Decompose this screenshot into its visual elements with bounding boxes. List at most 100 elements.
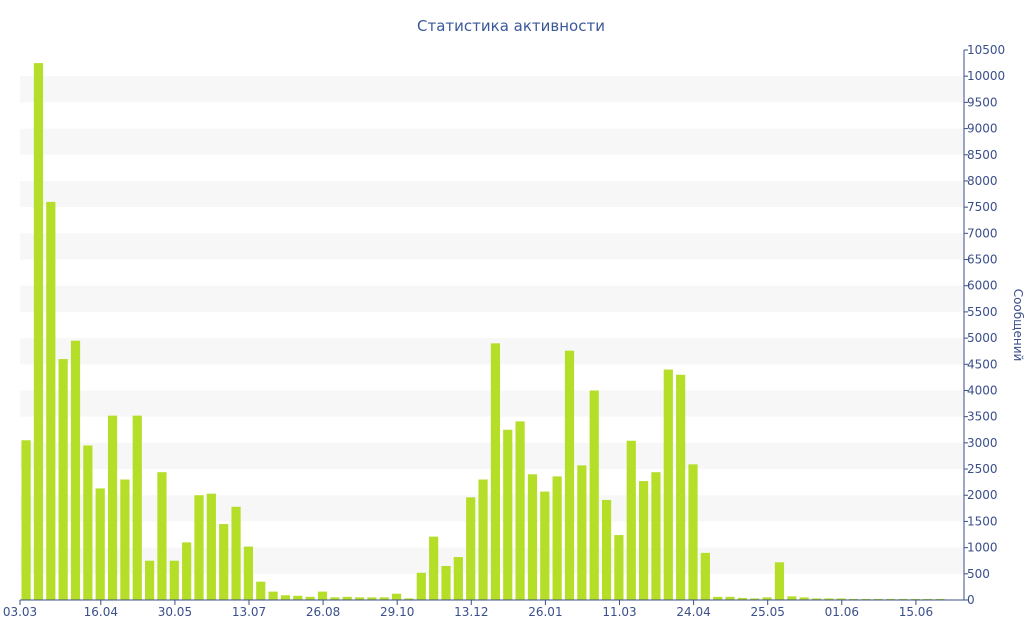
bar (787, 596, 797, 600)
y-tick-label: 5000 (967, 331, 998, 345)
grid-band (20, 180, 964, 208)
bar (219, 524, 229, 600)
y-tick-label: 10000 (967, 69, 1005, 83)
bar (515, 421, 525, 600)
y-tick-label: 8000 (967, 174, 998, 188)
bar (441, 565, 451, 600)
x-axis-ticks: 03.03 16.04 30.05 13.07 26.08 29.10 13.12 26.01… (3, 600, 933, 619)
bar (268, 591, 278, 600)
y-tick-label: 0 (967, 593, 975, 607)
bar (750, 598, 760, 600)
grid-band (20, 128, 964, 155)
y-tick-label: 10500 (967, 43, 1005, 57)
x-tick-label: 30.05 (158, 605, 192, 619)
y-tick-label: 3500 (967, 410, 998, 424)
bar (58, 359, 68, 600)
y-tick-label: 2000 (967, 488, 998, 502)
bar (293, 595, 303, 600)
x-tick-label: 15.06 (899, 605, 933, 619)
bar (404, 598, 414, 600)
y-tick-label: 4500 (967, 357, 998, 371)
bar (836, 598, 846, 600)
y-tick-label: 8500 (967, 148, 998, 162)
chart-title: Статистика активности (417, 17, 605, 35)
bar (676, 374, 686, 600)
bar (811, 598, 822, 600)
bar (923, 598, 933, 600)
bar (478, 479, 488, 600)
y-axis-label: Сообщений (1011, 289, 1024, 362)
bar (527, 474, 538, 600)
bar (46, 201, 56, 600)
bar (663, 369, 673, 600)
bar (824, 598, 834, 600)
bar (700, 552, 710, 600)
bar (577, 465, 587, 600)
x-tick-label: 16.04 (84, 605, 118, 619)
bar (21, 440, 31, 600)
bar (379, 597, 389, 600)
bar (107, 415, 118, 600)
bar (848, 598, 859, 600)
bar (429, 536, 439, 600)
grid-band (20, 233, 964, 260)
bar (157, 472, 167, 600)
x-tick-label: 03.03 (3, 605, 37, 619)
bar (342, 596, 352, 600)
y-axis-ticks: 0 500 1000 1500 2000 2500 3000 3500 4000 4500 5000… (964, 43, 1005, 607)
bar (737, 597, 747, 600)
x-tick-label: 01.06 (825, 605, 859, 619)
bar (564, 350, 575, 600)
x-tick-label: 24.04 (676, 605, 710, 619)
bar (206, 493, 216, 600)
bar (503, 429, 513, 600)
bar (725, 596, 735, 600)
x-tick-label: 13.07 (232, 605, 266, 619)
bar (354, 597, 365, 600)
bar (873, 598, 883, 600)
y-tick-label: 7500 (967, 200, 998, 214)
bar (392, 593, 402, 600)
x-tick-label: 25.05 (751, 605, 785, 619)
grid-band (20, 76, 964, 103)
y-tick-label: 7000 (967, 226, 998, 240)
x-tick-label: 13.12 (454, 605, 488, 619)
bar (898, 598, 908, 600)
y-tick-label: 6000 (967, 279, 998, 293)
y-tick-label: 5500 (967, 305, 998, 319)
y-tick-label: 6500 (967, 253, 998, 267)
bar (367, 597, 377, 600)
bar (589, 390, 599, 600)
grid-band (20, 285, 964, 312)
bar (330, 597, 340, 600)
bar (688, 464, 698, 600)
bar (256, 581, 266, 600)
bar (145, 560, 155, 600)
y-tick-label: 9000 (967, 122, 998, 136)
bar (169, 560, 179, 600)
y-tick-label: 500 (967, 567, 990, 581)
bar (910, 598, 920, 600)
bar (317, 591, 328, 600)
bar (416, 572, 426, 600)
bar (601, 499, 612, 600)
bar (182, 542, 192, 600)
bar (651, 472, 661, 600)
x-tick-label: 29.10 (380, 605, 414, 619)
bar (935, 598, 945, 600)
x-tick-label: 11.03 (602, 605, 636, 619)
bar (231, 506, 241, 600)
bar (552, 476, 562, 600)
bar (83, 445, 93, 600)
bar (243, 546, 253, 600)
bar (762, 597, 772, 600)
bar (466, 497, 476, 600)
x-tick-label: 26.08 (306, 605, 340, 619)
bar (95, 488, 105, 600)
bar (33, 63, 44, 601)
bar (774, 562, 785, 600)
bars (21, 63, 945, 601)
bar (490, 343, 500, 600)
bar (626, 440, 636, 600)
